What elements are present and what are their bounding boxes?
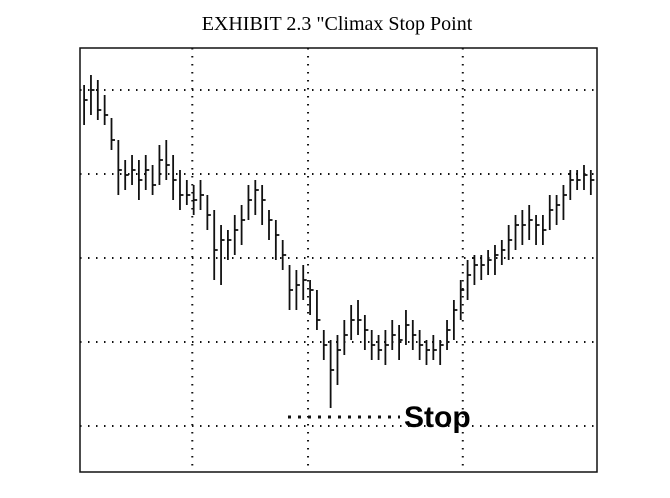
chart-title: EXHIBIT 2.3 "Climax Stop Point — [202, 13, 473, 35]
plot-frame — [79, 47, 598, 473]
stop-annotation: Stop — [404, 401, 471, 434]
